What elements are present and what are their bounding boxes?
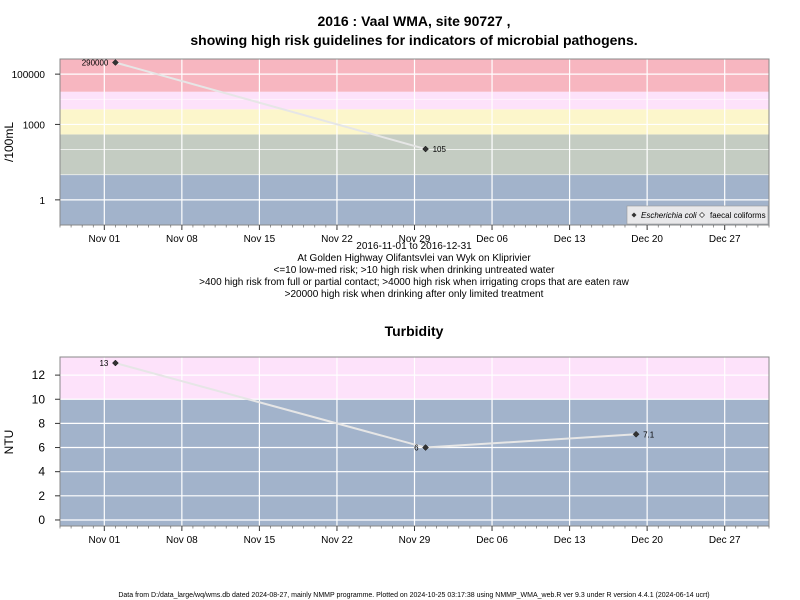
bottom-x-axis: Nov 01 Nov 08 Nov 15 Nov 22 Nov 29 Dec 06 Dec … xyxy=(59,526,770,546)
caption-line-4: >400 high risk from full or partial cont… xyxy=(199,277,629,288)
top-y-axis-label: /100mL xyxy=(2,122,16,162)
top-legend: Escherichia coli faecal coliforms xyxy=(626,205,769,225)
top-caption: 2016-11-01 to 2016-12-31 At Golden Highw… xyxy=(199,241,629,300)
y-tick-label: 10 xyxy=(32,392,46,406)
x-tick-label: Dec 20 xyxy=(631,234,663,245)
x-tick-label: Dec 20 xyxy=(631,535,663,546)
data-label: 6 xyxy=(414,444,419,453)
x-tick-label: Nov 22 xyxy=(321,535,353,546)
data-point xyxy=(112,359,119,367)
y-tick-label: 2 xyxy=(38,489,45,503)
bottom-y-axis-label: NTU xyxy=(2,430,16,455)
caption-line-2: At Golden Highway Olifantsvlei van Wyk o… xyxy=(297,253,531,264)
x-tick-label: Nov 01 xyxy=(88,535,120,546)
legend-ecoli-label: Escherichia coli xyxy=(641,211,697,220)
y-tick-label: 12 xyxy=(32,368,46,382)
faecal-legend-marker xyxy=(699,212,705,218)
top-x-axis: Nov 01 Nov 08 Nov 15 Nov 22 Nov 29 Dec 06 Dec … xyxy=(59,225,770,245)
x-tick-label: Nov 29 xyxy=(399,234,431,245)
data-label: 7.1 xyxy=(643,430,655,439)
caption-line-1: 2016-11-01 to 2016-12-31 xyxy=(356,241,472,252)
x-tick-label: Dec 06 xyxy=(476,535,508,546)
caption-line-5: >20000 high risk when drinking after onl… xyxy=(285,289,544,300)
y-tick-label: 1 xyxy=(39,196,45,207)
bottom-gridlines xyxy=(60,357,769,526)
footer-note: Data from D:/data_large/wq/wms.db dated … xyxy=(118,592,709,599)
y-tick-label: 1000 xyxy=(23,120,46,131)
x-tick-label: Nov 29 xyxy=(399,535,431,546)
top-series: 290000 105 xyxy=(82,59,447,155)
bottom-y-axis: 0 2 4 6 8 10 12 xyxy=(32,368,60,527)
x-tick-label: Dec 27 xyxy=(709,234,741,245)
x-tick-label: Nov 15 xyxy=(244,234,276,245)
x-tick-label: Dec 13 xyxy=(554,535,586,546)
x-tick-label: Dec 27 xyxy=(709,535,741,546)
legend-faecal-label: faecal coliforms xyxy=(710,211,766,220)
x-tick-label: Nov 08 xyxy=(166,535,198,546)
top-chart-title-line2: showing high risk guidelines for indicat… xyxy=(190,32,637,48)
y-tick-label: 4 xyxy=(38,465,45,479)
data-point xyxy=(112,59,119,66)
ecoli-legend-marker xyxy=(631,212,637,218)
x-tick-label: Dec 13 xyxy=(554,234,586,245)
data-point xyxy=(422,444,429,451)
data-point xyxy=(422,145,429,153)
x-tick-label: Nov 08 xyxy=(166,234,198,245)
data-label: 105 xyxy=(433,145,447,154)
x-tick-label: Dec 06 xyxy=(476,234,508,245)
x-tick-label: Nov 01 xyxy=(88,234,120,245)
caption-line-3: <=10 low-med risk; >10 high risk when dr… xyxy=(274,265,556,276)
data-point xyxy=(632,430,640,438)
series-line xyxy=(115,61,426,150)
bottom-series: 13 6 7.1 xyxy=(99,359,654,453)
bottom-chart-title: Turbidity xyxy=(385,323,444,339)
y-tick-label: 0 xyxy=(38,513,45,527)
x-tick-label: Nov 22 xyxy=(321,234,353,245)
x-tick-label: Nov 15 xyxy=(244,535,276,546)
data-label: 13 xyxy=(99,359,108,368)
y-tick-label: 100000 xyxy=(12,70,46,81)
y-tick-label: 8 xyxy=(38,416,45,430)
data-label: 290000 xyxy=(82,59,109,68)
top-y-axis: 1 1000 100000 xyxy=(12,70,60,207)
y-tick-label: 6 xyxy=(38,441,45,455)
top-chart-title-line1: 2016 : Vaal WMA, site 90727 , xyxy=(318,13,511,29)
